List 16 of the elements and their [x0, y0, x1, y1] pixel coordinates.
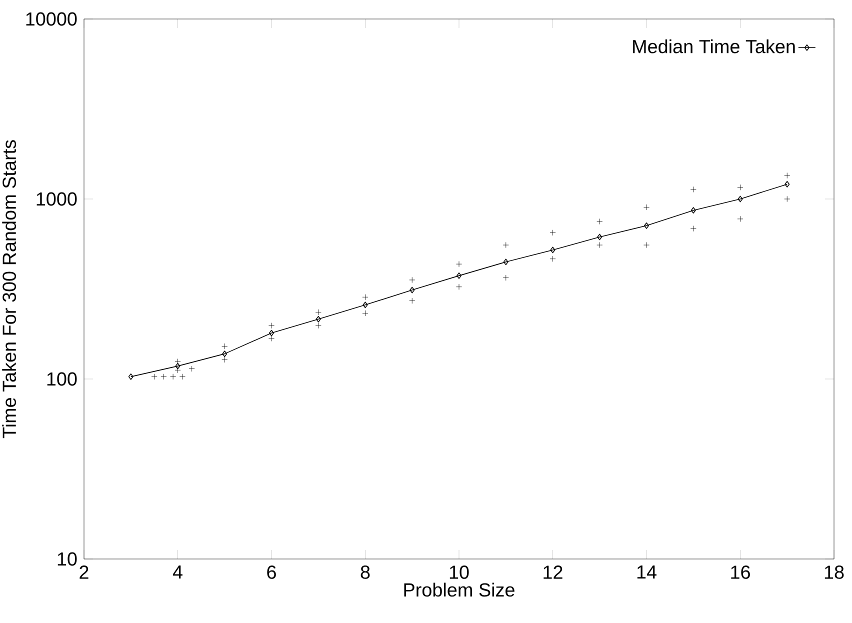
x-tick-label: 18	[824, 566, 844, 579]
y-axis-title: Time Taken For 300 Random Starts	[2, 140, 16, 438]
x-tick-label: 6	[267, 566, 276, 579]
x-tick-label: 12	[544, 566, 562, 579]
x-tick-label: 16	[731, 566, 750, 579]
x-tick-label: 10	[450, 566, 469, 579]
x-tick-label: 14	[637, 566, 656, 579]
y-tick-label: 10	[58, 552, 77, 566]
y-tick-label: 100	[47, 372, 77, 386]
y-tick-label: 1000	[36, 192, 77, 206]
x-tick-label: 2	[80, 566, 88, 579]
x-tick-label: 8	[360, 566, 370, 579]
x-tick-label: 4	[172, 566, 182, 579]
x-axis-title: Problem Size	[404, 582, 514, 597]
y-tick-label: 10000	[26, 12, 77, 26]
legend-label: Median Time Taken	[633, 39, 795, 54]
